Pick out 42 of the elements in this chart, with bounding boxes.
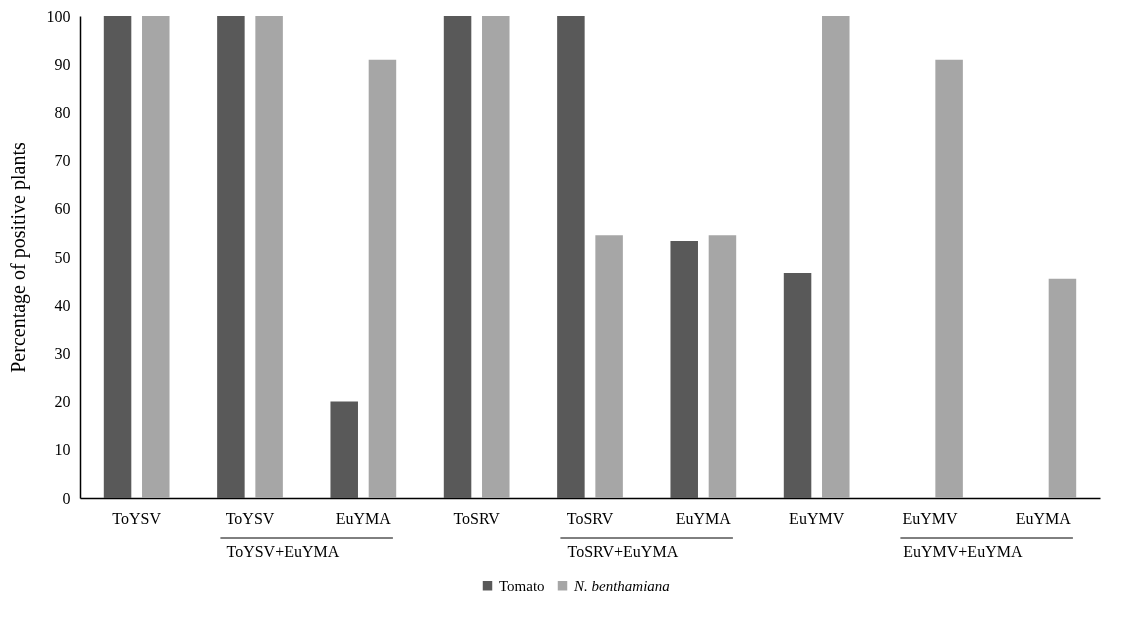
text: ToYSV+EuYMA [226, 543, 340, 560]
legend-label: Tomato [499, 577, 545, 594]
text: EuYMV+EuYMA [903, 543, 1023, 560]
y-tick-label: 80 [54, 103, 71, 121]
bar [595, 235, 623, 498]
y-tick-label: 50 [54, 248, 71, 266]
bar [1048, 278, 1077, 498]
text: ToSRV+EuYMA [567, 543, 679, 560]
x-tick-label: ToSRV [453, 509, 501, 527]
x-tick-label: EuYMA [1015, 509, 1072, 527]
y-tick-label: 20 [54, 393, 71, 411]
y-tick-label: 10 [54, 441, 71, 459]
bar [255, 16, 283, 498]
y-tick-label: 0 [62, 489, 71, 507]
x-tick-label: ToYSV [112, 509, 162, 527]
bar [330, 401, 358, 498]
y-tick-label: 60 [54, 200, 71, 218]
bar [670, 241, 698, 498]
bar [482, 16, 510, 498]
legend-label: N. benthamiana [573, 577, 670, 594]
y-axis-title: Percentage of positive plants [6, 142, 30, 373]
x-tick-label: EuYMV [902, 509, 958, 527]
bar [783, 272, 812, 498]
x-tick-label: EuYMA [335, 509, 392, 527]
bar [822, 16, 850, 498]
bar [103, 16, 132, 498]
y-tick-label: 30 [54, 344, 71, 362]
bar [557, 16, 585, 498]
x-tick-label: EuYMV [789, 509, 845, 527]
x-tick-label: EuYMA [675, 509, 732, 527]
bar [368, 59, 397, 498]
y-tick-label: 90 [54, 55, 71, 73]
bar [142, 16, 170, 498]
bar [708, 235, 737, 498]
y-tick-label: 70 [54, 152, 71, 170]
bar [443, 16, 472, 498]
x-tick-label: ToYSV [225, 509, 275, 527]
x-tick-label: ToSRV [566, 509, 614, 527]
bar [935, 59, 963, 498]
y-tick-label: 40 [54, 296, 71, 314]
bar [217, 16, 245, 498]
y-tick-label: 100 [46, 7, 71, 25]
